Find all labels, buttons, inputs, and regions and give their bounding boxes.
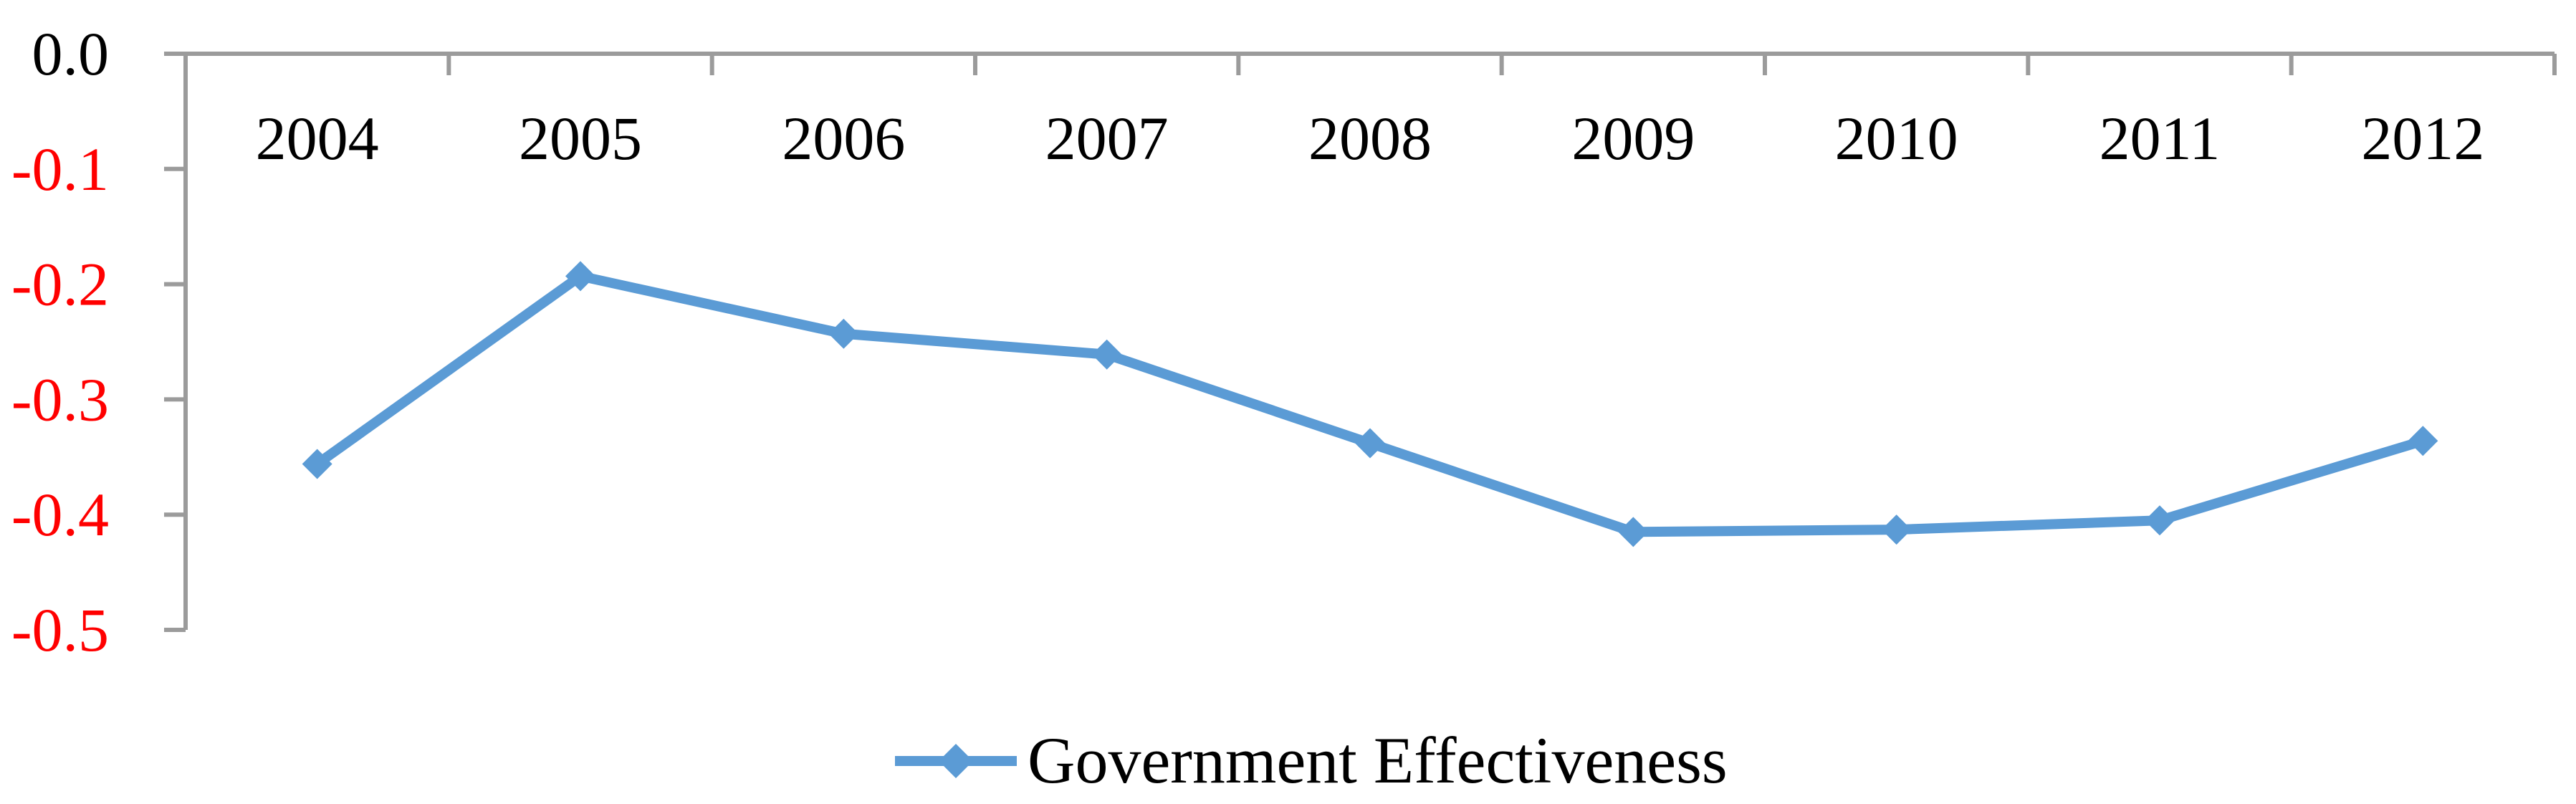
x-axis-tick-label: 2010 bbox=[1835, 104, 1958, 173]
data-point-marker bbox=[828, 318, 859, 349]
data-point-marker bbox=[1881, 515, 1912, 545]
x-axis-tick-label: 2007 bbox=[1045, 104, 1169, 173]
data-point-marker bbox=[1355, 428, 1385, 459]
data-point-marker bbox=[2145, 505, 2175, 536]
y-axis-tick-label: -0.4 bbox=[11, 480, 109, 549]
legend-label: Government Effectiveness bbox=[1028, 724, 1728, 797]
y-axis-tick-label: -0.1 bbox=[11, 135, 109, 204]
y-axis-tick-label: -0.5 bbox=[11, 595, 109, 664]
x-axis-tick-label: 2004 bbox=[256, 104, 379, 173]
data-point-marker bbox=[1618, 517, 1649, 547]
x-axis-tick-label: 2012 bbox=[2361, 104, 2484, 173]
y-axis-tick-label: -0.3 bbox=[11, 365, 109, 434]
data-point-marker bbox=[1091, 339, 1122, 370]
x-axis-tick-label: 2009 bbox=[1571, 104, 1695, 173]
y-axis-tick-label: -0.2 bbox=[11, 250, 109, 319]
legend-marker-diamond bbox=[939, 744, 973, 778]
x-axis-tick-label: 2011 bbox=[2099, 104, 2221, 173]
x-axis-tick-label: 2008 bbox=[1308, 104, 1432, 173]
y-axis-tick-label: 0.0 bbox=[32, 19, 110, 88]
x-axis-tick-label: 2005 bbox=[519, 104, 642, 173]
x-axis-tick-label: 2006 bbox=[782, 104, 905, 173]
data-point-marker bbox=[302, 449, 332, 479]
data-point-marker bbox=[565, 261, 595, 292]
data-point-marker bbox=[2408, 426, 2438, 456]
